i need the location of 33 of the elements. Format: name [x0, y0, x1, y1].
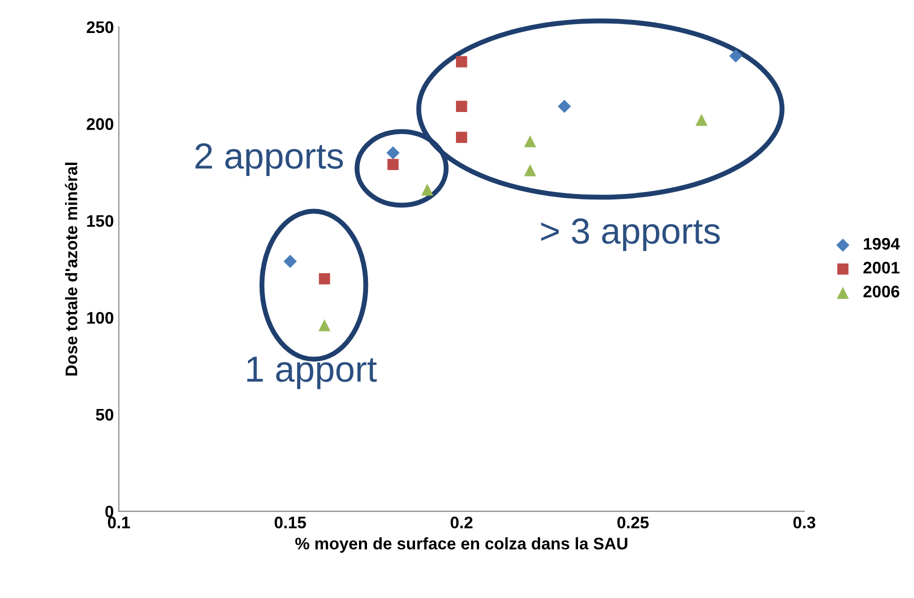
- x-tick-label: 0.15: [274, 516, 306, 528]
- x-tick-label: 0.1: [108, 516, 130, 528]
- point: [318, 319, 330, 332]
- point: [524, 164, 536, 176]
- y-tick-label: 200: [86, 118, 114, 130]
- legend-label: 2001: [863, 262, 900, 274]
- point: [387, 158, 399, 170]
- annotation: > 3 apports: [541, 218, 720, 252]
- point: [729, 49, 742, 63]
- y-tick-label: 150: [87, 215, 114, 227]
- point: [524, 135, 536, 148]
- point: [695, 114, 708, 126]
- point: [284, 254, 297, 268]
- y-tick-label: 100: [87, 312, 114, 324]
- point: [456, 100, 468, 112]
- point: [421, 184, 434, 196]
- point: [318, 273, 330, 284]
- legend-label: 1994: [864, 238, 900, 250]
- point: [456, 132, 468, 143]
- x-tick-label: 0.2: [450, 516, 472, 528]
- annotation: 1 apport: [247, 356, 377, 390]
- y-tick-label: 50: [96, 408, 114, 421]
- y-axis-title: Dose totale d'azote minéral: [64, 162, 78, 376]
- point: [386, 146, 400, 160]
- point: [558, 100, 571, 113]
- y-tick-label: 0: [105, 506, 114, 518]
- x-axis-title: % moyen de surface en colza dans la SAU: [295, 537, 628, 553]
- x-tick-label: 0.25: [617, 516, 649, 528]
- legend-label: 2006: [863, 286, 900, 298]
- y-tick-label: 250: [86, 21, 114, 34]
- x-tick-label: 0.3: [793, 516, 816, 528]
- point: [456, 56, 468, 68]
- annotation: 2 apports: [195, 143, 343, 176]
